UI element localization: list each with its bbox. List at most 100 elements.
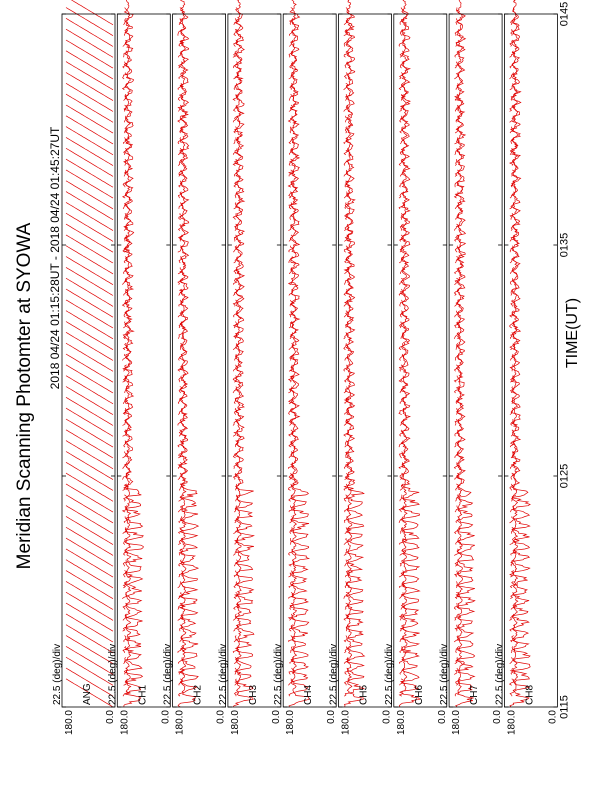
trace-line <box>399 277 409 307</box>
panel-label: CH2 <box>193 685 204 705</box>
trace-line <box>122 180 133 210</box>
traces-ch6 <box>398 0 421 708</box>
trace-line <box>122 440 133 469</box>
trace-line <box>509 418 522 448</box>
trace-line <box>65 7 114 36</box>
panel-frame <box>282 13 337 708</box>
trace-line <box>123 213 135 242</box>
trace-line <box>453 169 465 199</box>
trace-line <box>454 397 466 426</box>
trace-line <box>178 332 188 361</box>
trace-line <box>510 7 520 36</box>
trace-line <box>343 7 355 37</box>
trace-line <box>234 169 245 199</box>
panel-frame <box>503 13 558 708</box>
y-tick-label: 180.0 <box>175 710 186 735</box>
trace-line <box>178 158 188 188</box>
trace-line <box>344 559 363 589</box>
trace-line <box>289 310 299 340</box>
trace-line <box>122 18 134 47</box>
trace-line <box>65 635 114 664</box>
trace-line <box>65 321 114 350</box>
scale-label: 22.5 (deg)/div <box>107 644 118 705</box>
trace-line <box>400 245 410 274</box>
trace-line <box>65 613 114 643</box>
trace-line <box>178 505 200 534</box>
trace-line <box>344 451 355 480</box>
trace-line <box>288 180 299 210</box>
trace-line <box>398 343 409 372</box>
trace-line <box>343 82 355 112</box>
trace-line <box>288 267 299 296</box>
trace-line <box>177 440 188 469</box>
trace-line <box>454 223 467 253</box>
trace-line <box>455 516 475 545</box>
trace-line <box>65 299 114 329</box>
trace-line <box>65 581 114 610</box>
trace-line <box>509 61 520 91</box>
trace-line <box>65 602 114 632</box>
trace-line <box>289 61 298 90</box>
trace-line <box>122 310 135 340</box>
trace-line <box>454 483 474 513</box>
trace-line <box>122 39 132 69</box>
y-tick-label: 180.0 <box>285 710 296 735</box>
trace-line <box>399 256 410 285</box>
trace-line <box>178 278 189 307</box>
trace-line <box>454 159 465 188</box>
trace-line <box>178 548 200 578</box>
trace-line <box>122 342 133 372</box>
panel-frame <box>172 13 227 708</box>
trace-line <box>121 278 133 307</box>
trace-line <box>178 667 198 697</box>
trace-line <box>65 50 114 80</box>
trace-line <box>288 548 309 578</box>
trace-line <box>177 169 189 199</box>
trace-line <box>233 602 252 632</box>
trace-line <box>343 494 363 523</box>
trace-line <box>65 462 114 491</box>
trace-line <box>65 245 114 275</box>
trace-line <box>288 50 299 80</box>
trace-line <box>288 646 309 675</box>
trace-line <box>65 429 114 459</box>
trace-line <box>122 624 142 654</box>
trace-line <box>233 0 243 25</box>
trace-line <box>65 516 114 545</box>
trace-line <box>399 472 420 502</box>
trace-line <box>508 137 522 166</box>
trace-line <box>178 527 198 556</box>
trace-line <box>345 548 364 578</box>
trace-line <box>344 581 364 610</box>
panel-frame <box>393 13 448 708</box>
trace-line <box>508 657 530 686</box>
trace-line <box>398 169 409 199</box>
trace-line <box>289 332 300 361</box>
trace-line <box>510 72 522 101</box>
trace-line <box>289 581 310 610</box>
trace-line <box>123 72 133 101</box>
trace-line <box>123 494 141 523</box>
trace-line <box>65 191 114 221</box>
trace-line <box>454 115 467 145</box>
trace-line <box>65 28 114 58</box>
trace-line <box>343 29 354 58</box>
trace-line <box>455 0 466 25</box>
trace-line <box>455 386 465 415</box>
trace-line <box>344 213 354 242</box>
trace-line <box>122 169 134 199</box>
trace-line <box>178 364 189 394</box>
chart-title: Meridian Scanning Photomter at SYOWA <box>14 222 35 569</box>
trace-line <box>65 310 114 340</box>
trace-line <box>178 39 190 69</box>
trace-line <box>124 646 143 675</box>
y-tick-label: 0.0 <box>271 710 282 724</box>
trace-line <box>232 407 245 437</box>
trace-line <box>288 483 307 513</box>
trace-line <box>399 516 420 545</box>
trace-line <box>233 115 243 145</box>
